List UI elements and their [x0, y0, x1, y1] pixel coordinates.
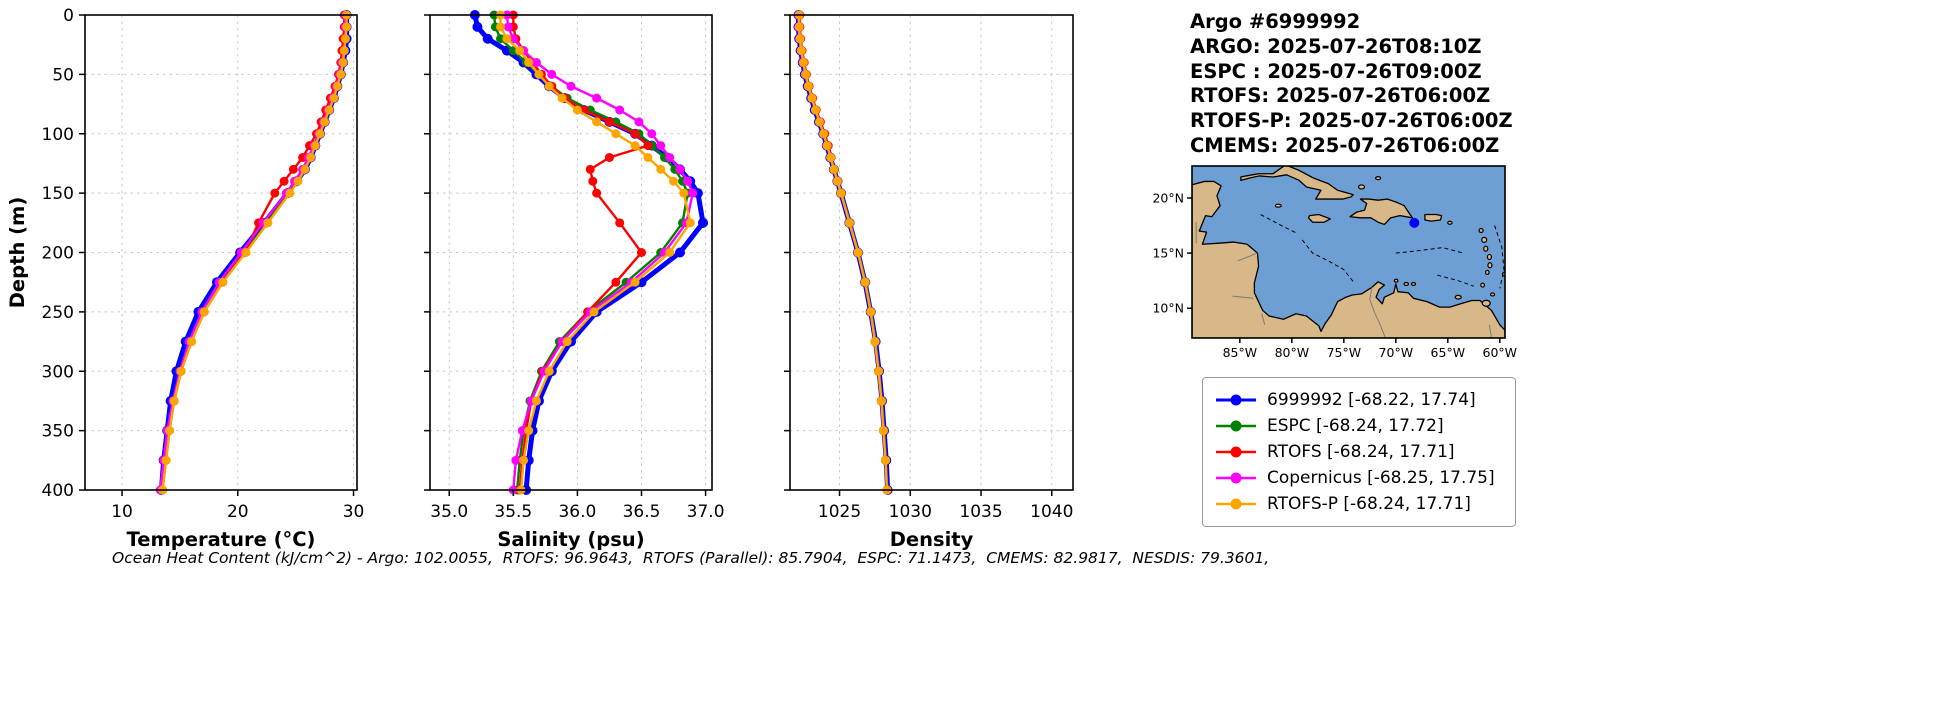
svg-text:Depth (m): Depth (m) — [6, 197, 29, 309]
legend-marker-icon — [1216, 394, 1256, 406]
float-location-dot — [1409, 217, 1420, 228]
svg-text:1040: 1040 — [1030, 502, 1073, 522]
series-RTOFS-P — [158, 10, 352, 495]
header-line-espc: ESPC : 2025-07-26T09:00Z — [1190, 59, 1482, 83]
svg-text:36.0: 36.0 — [558, 502, 596, 522]
series-RTOFS-P — [496, 10, 695, 495]
svg-text:37.0: 37.0 — [687, 502, 725, 522]
y-axis — [424, 14, 430, 491]
ocean-heat-content-text: Ocean Heat Content (kJ/cm^2) - Argo: 102… — [112, 549, 1270, 567]
legend-marker-icon — [1216, 498, 1256, 510]
svg-text:50: 50 — [52, 65, 74, 85]
header-line-rtofsp: RTOFS-P: 2025-07-26T06:00Z — [1190, 109, 1513, 133]
legend-item-label: RTOFS-P [-68.24, 17.71] — [1267, 494, 1471, 514]
svg-text:36.5: 36.5 — [623, 502, 661, 522]
density-profile-chart: 1025 1030 1035 1040 Density — [784, 10, 1074, 551]
svg-text:75°W: 75°W — [1327, 345, 1362, 360]
svg-text:150: 150 — [42, 184, 74, 204]
series-6999992 — [156, 10, 352, 495]
svg-text:1035: 1035 — [959, 502, 1002, 522]
legend-marker-icon — [1216, 472, 1256, 484]
legend-item-copernicus: Copernicus [-68.25, 17.75] — [1213, 465, 1505, 491]
location-map: 20°N 15°N 10°N 85°W 80°W 75°W 70°W 65°W 60°W — [1152, 165, 1518, 360]
svg-text:1025: 1025 — [818, 502, 861, 522]
temperature-profile-chart: 10 20 30 Temperature (°C) 0 50 100 150 200 250 300… — [6, 6, 364, 551]
x-axis: 10 20 30 Temperature (°C) — [111, 490, 364, 551]
svg-text:30: 30 — [343, 502, 365, 522]
svg-text:400: 400 — [42, 481, 74, 501]
legend-item-rtofsp: RTOFS-P [-68.24, 17.71] — [1213, 491, 1505, 517]
svg-text:Salinity (psu): Salinity (psu) — [497, 528, 644, 551]
svg-text:80°W: 80°W — [1275, 345, 1310, 360]
svg-text:35.5: 35.5 — [494, 502, 532, 522]
gridlines — [85, 14, 357, 491]
legend-item-label: Copernicus [-68.25, 17.75] — [1267, 468, 1495, 488]
svg-text:70°W: 70°W — [1379, 345, 1414, 360]
svg-text:200: 200 — [42, 244, 74, 264]
legend-item-label: ESPC [-68.24, 17.72] — [1267, 416, 1444, 436]
svg-text:35.0: 35.0 — [430, 502, 468, 522]
legend-item-espc: ESPC [-68.24, 17.72] — [1213, 413, 1505, 439]
y-axis: 0 50 100 150 200 250 300 350 400 Depth (m) — [6, 6, 85, 501]
svg-text:20: 20 — [227, 502, 249, 522]
x-axis: 1025 1030 1035 1040 Density — [818, 490, 1073, 551]
header-title: Argo #6999992 — [1190, 10, 1361, 33]
legend-item-argo: 6999992 [-68.22, 17.74] — [1213, 387, 1505, 413]
svg-text:0: 0 — [63, 6, 74, 26]
map-land — [1192, 166, 1505, 338]
svg-text:Temperature (°C): Temperature (°C) — [127, 528, 316, 551]
legend-item-rtofs: RTOFS [-68.24, 17.71] — [1213, 439, 1505, 465]
legend-marker-icon — [1216, 446, 1256, 458]
header-line-cmems: CMEMS: 2025-07-26T06:00Z — [1190, 133, 1500, 157]
svg-text:100: 100 — [42, 125, 74, 145]
svg-text:15°N: 15°N — [1152, 246, 1184, 261]
svg-text:65°W: 65°W — [1431, 345, 1466, 360]
svg-text:10: 10 — [111, 502, 133, 522]
svg-text:10°N: 10°N — [1152, 301, 1184, 316]
header-line-argo: ARGO: 2025-07-26T08:10Z — [1190, 34, 1482, 58]
header-line-rtofs: RTOFS: 2025-07-26T06:00Z — [1190, 84, 1491, 108]
svg-text:20°N: 20°N — [1152, 190, 1184, 205]
salinity-profile-chart: 35.0 35.5 36.0 36.5 37.0 Salinity (psu) — [424, 10, 725, 551]
map-frame — [1191, 165, 1506, 339]
svg-text:60°W: 60°W — [1483, 345, 1518, 360]
svg-text:1030: 1030 — [889, 502, 932, 522]
svg-text:300: 300 — [42, 362, 74, 382]
x-axis: 35.0 35.5 36.0 36.5 37.0 Salinity (psu) — [430, 490, 725, 551]
header-info: Argo #6999992 ARGO: 2025-07-26T08:10Z ES… — [1190, 10, 1513, 159]
legend: 6999992 [-68.22, 17.74] ESPC [-68.24, 17… — [1202, 377, 1516, 527]
svg-text:250: 250 — [42, 303, 74, 323]
y-axis — [784, 14, 790, 491]
legend-item-label: 6999992 [-68.22, 17.74] — [1267, 390, 1476, 410]
legend-item-label: RTOFS [-68.24, 17.71] — [1267, 442, 1455, 462]
svg-text:Density: Density — [890, 528, 974, 551]
legend-marker-icon — [1216, 420, 1256, 432]
gridlines — [790, 14, 1073, 491]
svg-text:85°W: 85°W — [1223, 345, 1258, 360]
svg-text:350: 350 — [42, 422, 74, 442]
